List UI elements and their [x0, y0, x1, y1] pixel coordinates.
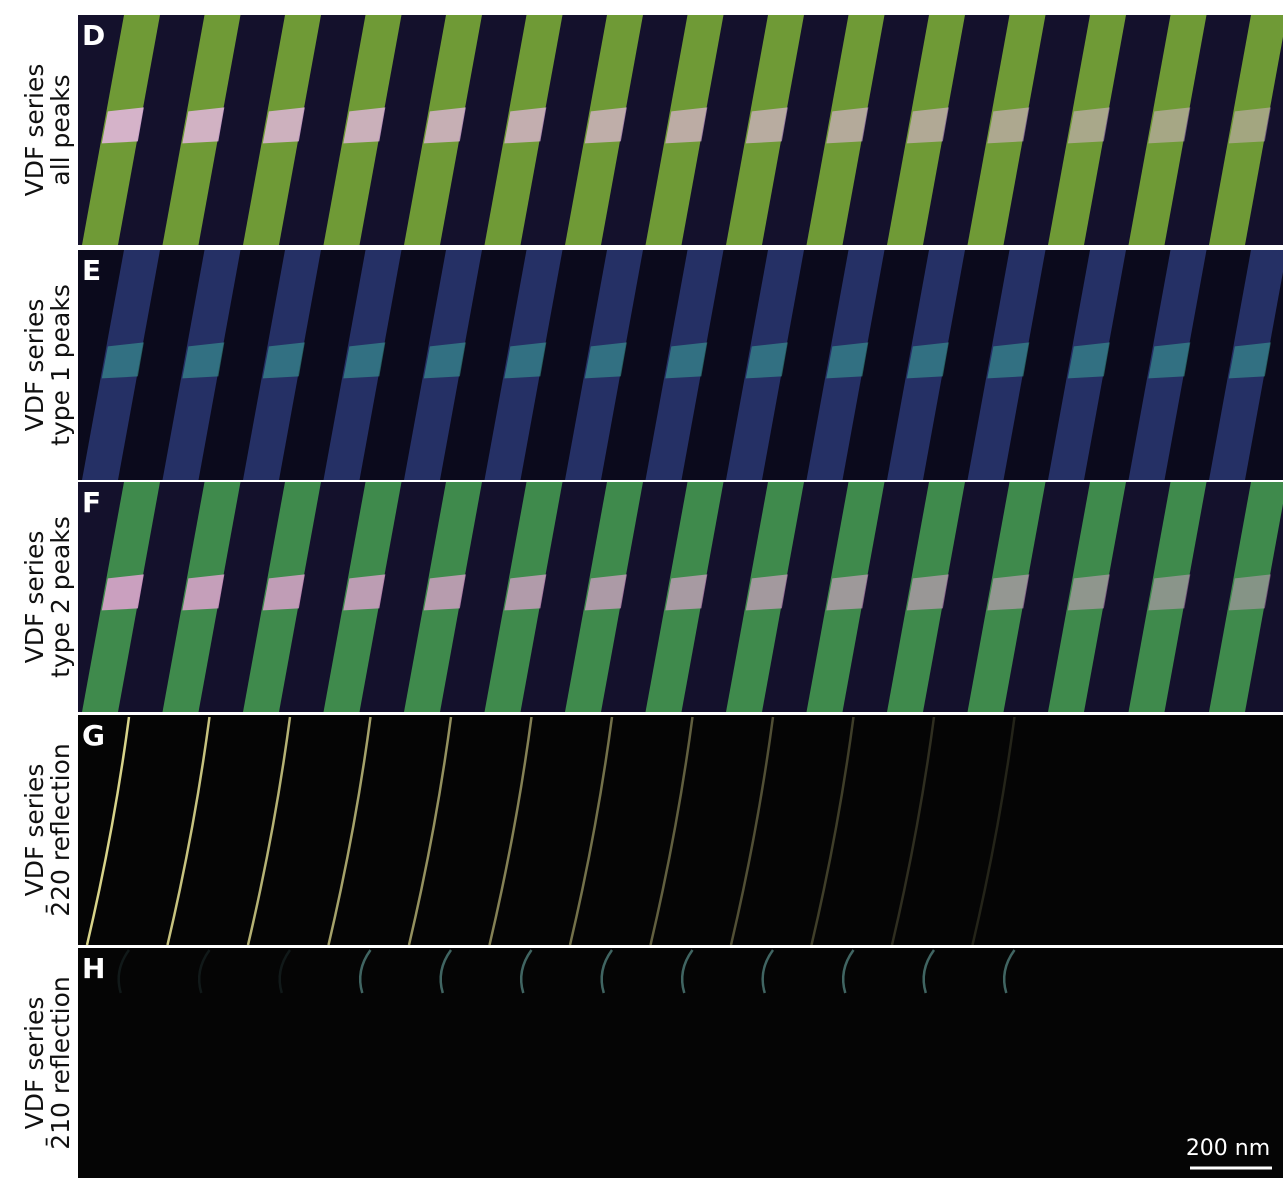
stripe	[1128, 482, 1207, 712]
stripe-band	[1228, 574, 1271, 611]
row-label: VDF series	[20, 764, 49, 897]
stripe-edge	[971, 716, 1016, 946]
stripe-band	[745, 342, 788, 379]
stripe	[1048, 482, 1126, 712]
stripe-band	[182, 107, 225, 144]
stripe-edge	[568, 716, 614, 946]
panel-letter: D	[82, 19, 105, 52]
stripe-edge	[198, 949, 211, 994]
stripe-edge	[890, 716, 936, 946]
row-label: VDF series	[20, 299, 49, 432]
stripe-band	[665, 342, 708, 379]
stripe-band	[101, 107, 144, 144]
stripe-edge	[85, 716, 131, 946]
stripe	[1209, 15, 1283, 245]
stripe-band	[1067, 107, 1110, 144]
panel-image	[78, 948, 1283, 1178]
stripe-edge	[439, 949, 453, 994]
stripe-band	[1228, 342, 1271, 379]
stripe-band	[423, 342, 466, 379]
stripe-edge	[810, 716, 855, 946]
stripe-band	[987, 107, 1030, 144]
scale-bar-label: 200 nm	[1186, 1136, 1270, 1161]
stripe-band	[584, 574, 627, 611]
panel-letter: F	[82, 486, 101, 519]
stripe-edge	[761, 949, 775, 994]
stripe-band	[987, 342, 1030, 379]
stripe-edge	[649, 716, 694, 946]
stripe-band	[504, 107, 547, 144]
stripe-band	[665, 574, 708, 611]
stripe-band	[1148, 107, 1191, 144]
row-label: VDF series	[20, 64, 49, 197]
stripe-band	[423, 107, 466, 144]
stripe-band	[343, 107, 386, 144]
stripe-edge	[600, 949, 614, 994]
row-label: VDF series	[20, 997, 49, 1130]
stripe-band	[826, 574, 869, 611]
stripe-band	[262, 107, 305, 144]
stripe-band	[343, 574, 386, 611]
stripe-band	[1228, 107, 1271, 144]
stripe-band	[584, 107, 627, 144]
stripe-band	[826, 107, 869, 144]
stripe-band	[504, 342, 547, 379]
row-label: type 2 peaks	[46, 516, 75, 678]
stripe-edge	[520, 949, 533, 994]
stripe-band	[262, 342, 305, 379]
stripe-band	[1148, 342, 1191, 379]
stripe-edge	[922, 949, 936, 994]
stripe	[1128, 15, 1207, 245]
stripe-edge	[278, 949, 292, 994]
stripe-band	[1067, 342, 1110, 379]
stripe-band	[584, 342, 627, 379]
stripe-band	[987, 574, 1030, 611]
row-label: 2̄10 reflection	[45, 976, 75, 1150]
stripe-band	[182, 342, 225, 379]
stripe-band	[665, 107, 708, 144]
stripe-band	[343, 342, 386, 379]
stripe-edge	[488, 716, 533, 946]
stripe	[1209, 482, 1283, 712]
stripe-band	[262, 574, 305, 611]
stripe-edge	[729, 716, 775, 946]
stripe-band	[906, 107, 949, 144]
panel-letter: H	[82, 952, 105, 985]
row-label: 2̄20 reflection	[45, 743, 75, 917]
stripe-edge	[327, 716, 372, 946]
stripe	[1048, 15, 1126, 245]
stripe-band	[745, 107, 788, 144]
stripe-edge	[246, 716, 292, 946]
stripe-band	[745, 574, 788, 611]
stripe-edge	[117, 949, 131, 994]
stripe-band	[906, 342, 949, 379]
stripe-band	[1148, 574, 1191, 611]
stripe-band	[101, 574, 144, 611]
stripe-edge	[407, 716, 453, 946]
stripe-edge	[359, 949, 372, 994]
stripe-band	[423, 574, 466, 611]
stripe-band	[1067, 574, 1110, 611]
stripe-band	[182, 574, 225, 611]
stripe-band	[504, 574, 547, 611]
stripe-edge	[842, 949, 855, 994]
panel-letter: G	[82, 719, 105, 752]
row-label: type 1 peaks	[46, 284, 75, 446]
stripe-band	[826, 342, 869, 379]
stripe-edge	[166, 716, 211, 946]
panel-letter: E	[82, 254, 101, 287]
row-label: VDF series	[20, 531, 49, 664]
panel-image	[78, 715, 1283, 945]
row-label: all peaks	[46, 74, 75, 185]
stripe-edge	[1003, 949, 1016, 994]
stripe-band	[101, 342, 144, 379]
stripe-band	[906, 574, 949, 611]
stripe-edge	[681, 949, 694, 994]
